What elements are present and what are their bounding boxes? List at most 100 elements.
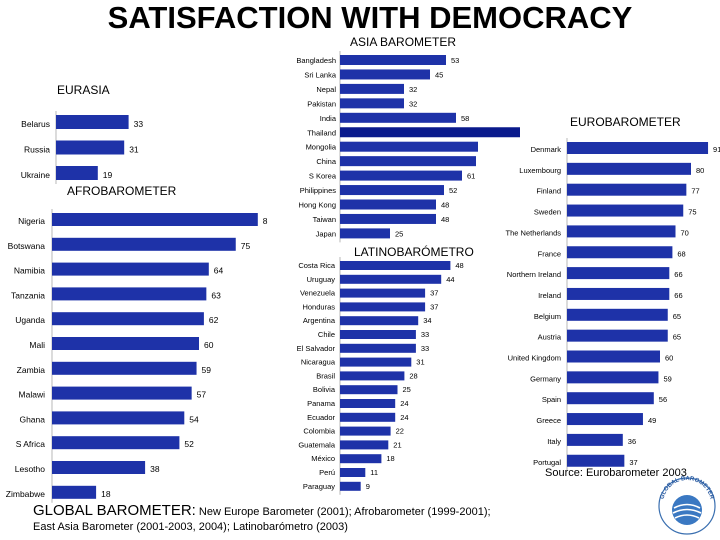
latino-bar: [340, 274, 442, 284]
eurasia-category-label: Ukraine: [21, 170, 51, 180]
euro-bar: [567, 308, 668, 321]
latino-category-label: Colombia: [303, 427, 336, 436]
afro-bar: [52, 287, 207, 301]
afro-bar: [52, 411, 185, 425]
global-barometer-logo: GLOBAL BAROMETER: [658, 476, 716, 535]
afro-value-label: 63: [211, 290, 221, 300]
asia-panel-title: ASIA BAROMETER: [350, 35, 457, 49]
euro-category-label: Denmark: [531, 145, 562, 154]
euro-category-label: Portugal: [533, 458, 561, 467]
afro-value-label: 38: [150, 464, 160, 474]
asia-value-label: 48: [441, 215, 449, 224]
asia-bar: [340, 98, 404, 109]
euro-value-label: 75: [688, 208, 696, 217]
euro-category-label: Belgium: [534, 312, 561, 321]
asia-bar: [340, 55, 446, 65]
euro-category-label: Italy: [547, 437, 561, 446]
euro-bar: [567, 413, 643, 426]
asia-category-label: Sri Lanka: [304, 70, 337, 79]
eurasia-value-label: 19: [103, 170, 113, 180]
latino-value-label: 37: [430, 302, 438, 311]
eurasia-panel-title: EURASIA: [57, 83, 110, 97]
latino-bar: [340, 316, 419, 326]
afro-bar: [52, 485, 97, 499]
latino-category-label: Bolivia: [313, 385, 336, 394]
afro-bar: [52, 237, 236, 251]
latino-bar: [340, 343, 416, 353]
afro-bar: [52, 213, 258, 226]
asia-category-label: Bangladesh: [296, 56, 336, 65]
latino-category-label: Costa Rica: [298, 261, 336, 270]
euro-bar: [567, 371, 659, 384]
euro-bar: [567, 433, 623, 446]
asia-category-label: Mongolia: [306, 143, 337, 152]
latino-bar: [340, 302, 426, 312]
afro-category-label: Mali: [29, 340, 45, 350]
latino-value-label: 9: [366, 482, 370, 491]
euro-value-label: 59: [663, 374, 671, 383]
asia-bar: [340, 156, 476, 167]
afro-value-label: 54: [189, 414, 199, 424]
euro-category-label: Ireland: [538, 291, 561, 300]
latino-value-label: 21: [393, 440, 401, 449]
asia-category-label: Philippines: [300, 186, 337, 195]
latino-value-label: 24: [400, 413, 408, 422]
euro-value-label: 37: [629, 458, 637, 467]
euro-value-label: 36: [628, 437, 636, 446]
latino-bar: [340, 357, 412, 367]
latino-category-label: Venezuela: [300, 289, 336, 298]
euro-value-label: 80: [696, 166, 704, 175]
eurasia-bar: [56, 140, 125, 155]
euro-value-label: 66: [674, 291, 682, 300]
latino-value-label: 34: [423, 316, 431, 325]
asia-bar: [340, 228, 390, 239]
euro-value-label: 91: [713, 145, 720, 154]
asia-category-label: China: [316, 157, 336, 166]
afro-bar: [52, 337, 199, 350]
eurasia-category-label: Belarus: [21, 119, 50, 129]
euro-bar: [567, 225, 676, 238]
asia-category-label: Nepal: [316, 85, 336, 94]
afro-value-label: 52: [184, 439, 194, 449]
latino-bar: [340, 412, 396, 422]
euro-value-label: 65: [673, 312, 681, 321]
afro-value-label: 60: [204, 340, 214, 350]
page-title: SATISFACTION WITH DEMOCRACY: [107, 0, 633, 35]
euro-category-label: Germany: [530, 374, 561, 383]
euro-value-label: 49: [648, 416, 656, 425]
eurasia-bar: [56, 115, 129, 129]
latino-value-label: 33: [421, 330, 429, 339]
latino-panel-title: LATINOBARÓMETRO: [354, 245, 474, 259]
asia-bar: [340, 213, 436, 224]
latino-value-label: 31: [416, 358, 424, 367]
euro-category-label: Northern Ireland: [507, 270, 561, 279]
euro-category-label: Luxembourg: [519, 166, 561, 175]
euro-bar: [567, 392, 654, 405]
afro-bar: [52, 361, 197, 375]
latino-bar: [340, 385, 398, 395]
asia-category-label: Thailand: [307, 128, 336, 137]
latino-category-label: Ecuador: [307, 413, 335, 422]
latino-value-label: 44: [446, 275, 454, 284]
latino-bar: [340, 440, 389, 450]
asia-value-label: 32: [409, 85, 417, 94]
euro-category-label: Greece: [536, 416, 561, 425]
latino-bar: [340, 454, 382, 464]
latino-category-label: México: [311, 454, 335, 463]
latino-value-label: 37: [430, 289, 438, 298]
afro-bar: [52, 262, 209, 276]
eurasia-value-label: 33: [134, 119, 144, 129]
latino-category-label: Panama: [307, 399, 336, 408]
euro-category-label: The Netherlands: [506, 228, 562, 237]
latino-bar: [340, 399, 396, 408]
asia-value-label: 45: [435, 70, 443, 79]
asia-category-label: India: [320, 114, 337, 123]
asia-bar: [340, 170, 462, 181]
asia-category-label: Taiwan: [313, 215, 336, 224]
euro-panel-title: EUROBAROMETER: [570, 115, 681, 129]
eurasia-bar: [56, 166, 98, 180]
latino-panel-background: [286, 256, 501, 506]
afro-category-label: S Africa: [16, 439, 46, 449]
afro-category-label: Zimbabwe: [6, 489, 45, 499]
eurasia-category-label: Russia: [24, 145, 50, 155]
